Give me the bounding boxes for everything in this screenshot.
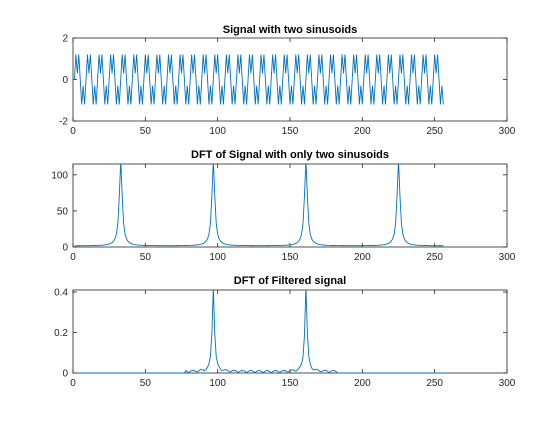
y-tick-label: 0.4 [54,288,68,299]
plot-area [72,163,508,248]
x-tick-label: 100 [209,252,226,263]
x-tick-label: 150 [282,378,299,389]
x-tick-label: 250 [426,126,443,137]
plot-area [72,289,508,374]
x-tick-label: 300 [499,378,516,389]
x-tick-label: 50 [140,378,152,389]
subplot-dft-signal: DFT of Signal with only two sinusoids 0 5… [51,149,515,263]
series-line [74,164,444,247]
series-line [74,290,444,373]
y-tick-label: -2 [59,117,68,128]
x-tick-label: 100 [209,378,226,389]
series-line [74,54,444,105]
x-tick-label: 150 [282,126,299,137]
y-tick-label: 0.2 [54,328,68,339]
x-tick-label: 150 [282,252,299,263]
x-tick-label: 100 [209,126,226,137]
x-tick-label: 0 [70,126,76,137]
x-tick-label: 250 [426,378,443,389]
x-tick-label: 200 [354,378,371,389]
y-tick-label: 50 [57,206,69,217]
y-tick-label: 0 [62,243,68,254]
y-tick-label: 2 [62,34,68,45]
x-tick-label: 0 [70,378,76,389]
x-tick-label: 250 [426,252,443,263]
y-tick-label: 100 [51,170,68,181]
plot-title: DFT of Filtered signal [234,275,346,287]
plot-area [72,37,508,122]
plot-title: Signal with two sinusoids [223,24,357,36]
x-tick-label: 200 [354,126,371,137]
x-tick-label: 300 [499,252,516,263]
subplot-dft-filtered: DFT of Filtered signal 0 50 100 150 200 250 30… [54,275,516,389]
x-tick-label: 50 [140,126,152,137]
x-tick-label: 50 [140,252,152,263]
x-tick-label: 300 [499,126,516,137]
subplot-signal: Signal with two sinusoids 0 50 100 150 200 25… [59,24,516,137]
y-tick-label: 0 [62,75,68,86]
x-tick-label: 0 [70,252,76,263]
plot-title: DFT of Signal with only two sinusoids [191,149,389,161]
x-tick-label: 200 [354,252,371,263]
y-tick-label: 0 [62,369,68,380]
